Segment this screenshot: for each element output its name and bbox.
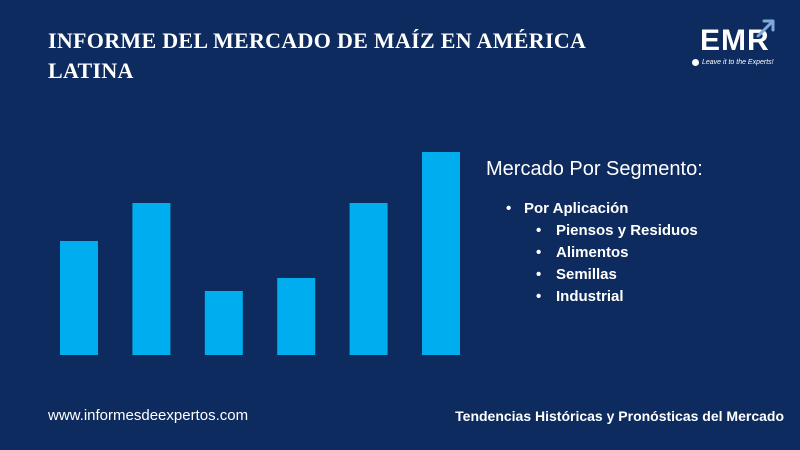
segment-item: Alimentos [486, 242, 786, 264]
segment-list: Por AplicaciónPiensos y ResiduosAlimento… [486, 198, 786, 308]
logo-dot-icon [692, 58, 699, 66]
arrow-up-right-icon [756, 19, 775, 38]
bar-4 [277, 278, 316, 355]
report-title: INFORME DEL MERCADO DE MAÍZ EN AMÉRICA L… [48, 28, 585, 83]
segment-heading: Mercado Por Segmento: [486, 158, 703, 180]
bar-6 [422, 152, 460, 355]
logo-text: EMR [700, 24, 770, 57]
segment-item: Industrial [486, 286, 786, 308]
bar-5 [349, 203, 388, 355]
bar-chart-svg [60, 152, 460, 355]
segment-panel: Mercado Por Segmento: Por AplicaciónPien… [486, 156, 786, 308]
logo-slogan: Leave it to the Experts! [702, 58, 774, 66]
segment-item: Piensos y Residuos [486, 220, 786, 242]
segment-item: Por Aplicación [486, 198, 786, 220]
bar-3 [204, 291, 243, 355]
bar-1 [60, 241, 98, 355]
segment-item: Semillas [486, 264, 786, 286]
emr-logo: EMR Leave it to the Experts! [692, 19, 788, 70]
logo-tagline: Leave it to the Experts! [692, 57, 788, 67]
bar-2 [132, 203, 171, 355]
footer-url: www.informesdeexpertos.com [48, 407, 249, 424]
bar-chart [40, 140, 460, 355]
footer-tagline: Tendencias Históricas y Pronósticas del … [455, 408, 784, 424]
